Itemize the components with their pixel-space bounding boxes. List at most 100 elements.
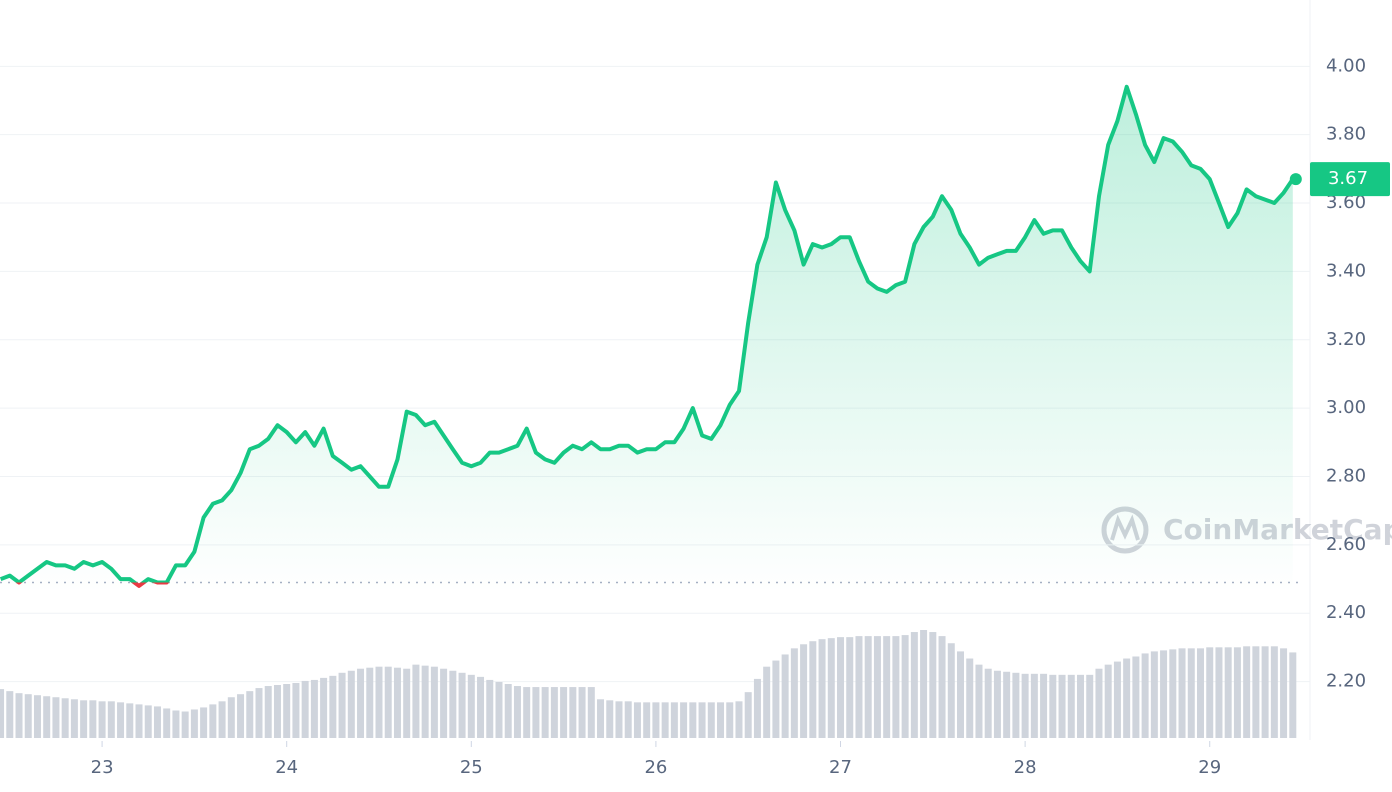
volume-bar [560,687,568,738]
volume-bar [846,637,854,738]
volume-bar [0,689,5,738]
volume-bar [43,696,51,738]
price-line [0,84,1295,583]
y-tick-label: 3.20 [1326,329,1366,350]
volume-bar [273,685,281,738]
volume-bar [864,636,872,738]
volume-bar [680,702,688,738]
volume-bar [1003,671,1011,738]
volume-bar [818,639,826,738]
volume-bar [901,635,909,738]
volume-bar [569,687,577,738]
volume-bar [338,672,346,738]
volume-bar [689,702,697,738]
volume-bar [393,667,401,738]
volume-bar [957,651,965,738]
volume-bar [827,638,835,738]
volume-bar [1141,653,1149,738]
volume-bar [1289,652,1297,738]
volume-bar [163,708,171,738]
volume-bar [1160,650,1168,738]
volume-bar [1270,646,1278,738]
x-tick-label: 25 [460,757,483,778]
volume-bar [107,701,115,738]
volume-bar [412,664,420,738]
volume-bar [735,701,743,738]
volume-bar [1123,658,1131,738]
volume-bar [1215,647,1223,738]
price-area [0,86,1293,593]
volume-bar [301,680,309,738]
x-tick-label: 26 [644,757,667,778]
volume-bar [1233,647,1241,738]
volume-bar [153,706,161,738]
volume-bar [6,691,14,738]
volume-bar [70,699,78,738]
volume-bar [698,702,706,738]
volume-bar [975,664,983,738]
volume-bar [541,687,549,738]
volume-bar [1030,673,1038,738]
volume-bar [477,676,485,738]
volume-bar [587,687,595,738]
volume-bar [1178,648,1186,738]
volume-bar [264,686,272,738]
volume-bar [504,684,512,738]
volume-bar [661,702,669,738]
x-tick-label: 27 [829,757,852,778]
volume-bar [227,697,235,738]
volume-bar [578,687,586,738]
volume-bar [633,702,641,738]
volume-bar [347,670,355,738]
volume-bar [606,700,614,738]
volume-bar [1196,648,1204,738]
volume-bar [61,698,69,738]
volume-bar [486,679,494,738]
volume-bar [375,666,383,738]
volume-bar [883,636,891,738]
volume-bar [1224,647,1232,738]
volume-bar [357,668,365,738]
volume-bar [218,701,226,738]
volume-bar [800,644,808,738]
volume-bar [929,632,937,738]
volume-bar [292,682,300,738]
y-tick-label: 3.60 [1326,192,1366,213]
volume-bar [717,702,725,738]
volume-bar [1067,674,1075,738]
volume-bar [52,697,60,738]
y-tick-label: 2.60 [1326,534,1366,555]
volume-bar [98,701,106,738]
volume-bar [135,704,143,738]
volume-bar [1086,674,1094,738]
volume-bar [938,636,946,738]
volume-bar [33,695,41,738]
volume-bar [209,704,217,738]
volume-bar [1012,672,1020,738]
volume-bar [172,710,180,738]
volume-bar [790,648,798,738]
volume-bar [366,667,374,738]
volume-bar [523,687,531,738]
volume-bar [910,632,918,738]
volume-bar [1261,646,1269,738]
volume-bar [89,700,97,738]
volume-bar [513,686,521,738]
volume-bar [920,630,928,738]
volume-bar [246,691,254,738]
volume-bar [440,668,448,738]
volume-bar [753,678,761,738]
volume-bar [781,654,789,738]
volume-bar [873,636,881,738]
volume-bar [1040,673,1048,738]
volume-bar [947,643,955,738]
volume-bar [320,677,328,738]
volume-bar [329,675,337,738]
y-tick-label: 2.80 [1326,466,1366,487]
volume-bar [707,702,715,738]
volume-bar [615,701,623,738]
volume-bar [643,702,651,738]
volume-bar [763,666,771,738]
volume-bar [1169,649,1177,738]
volume-bar [1049,674,1057,738]
